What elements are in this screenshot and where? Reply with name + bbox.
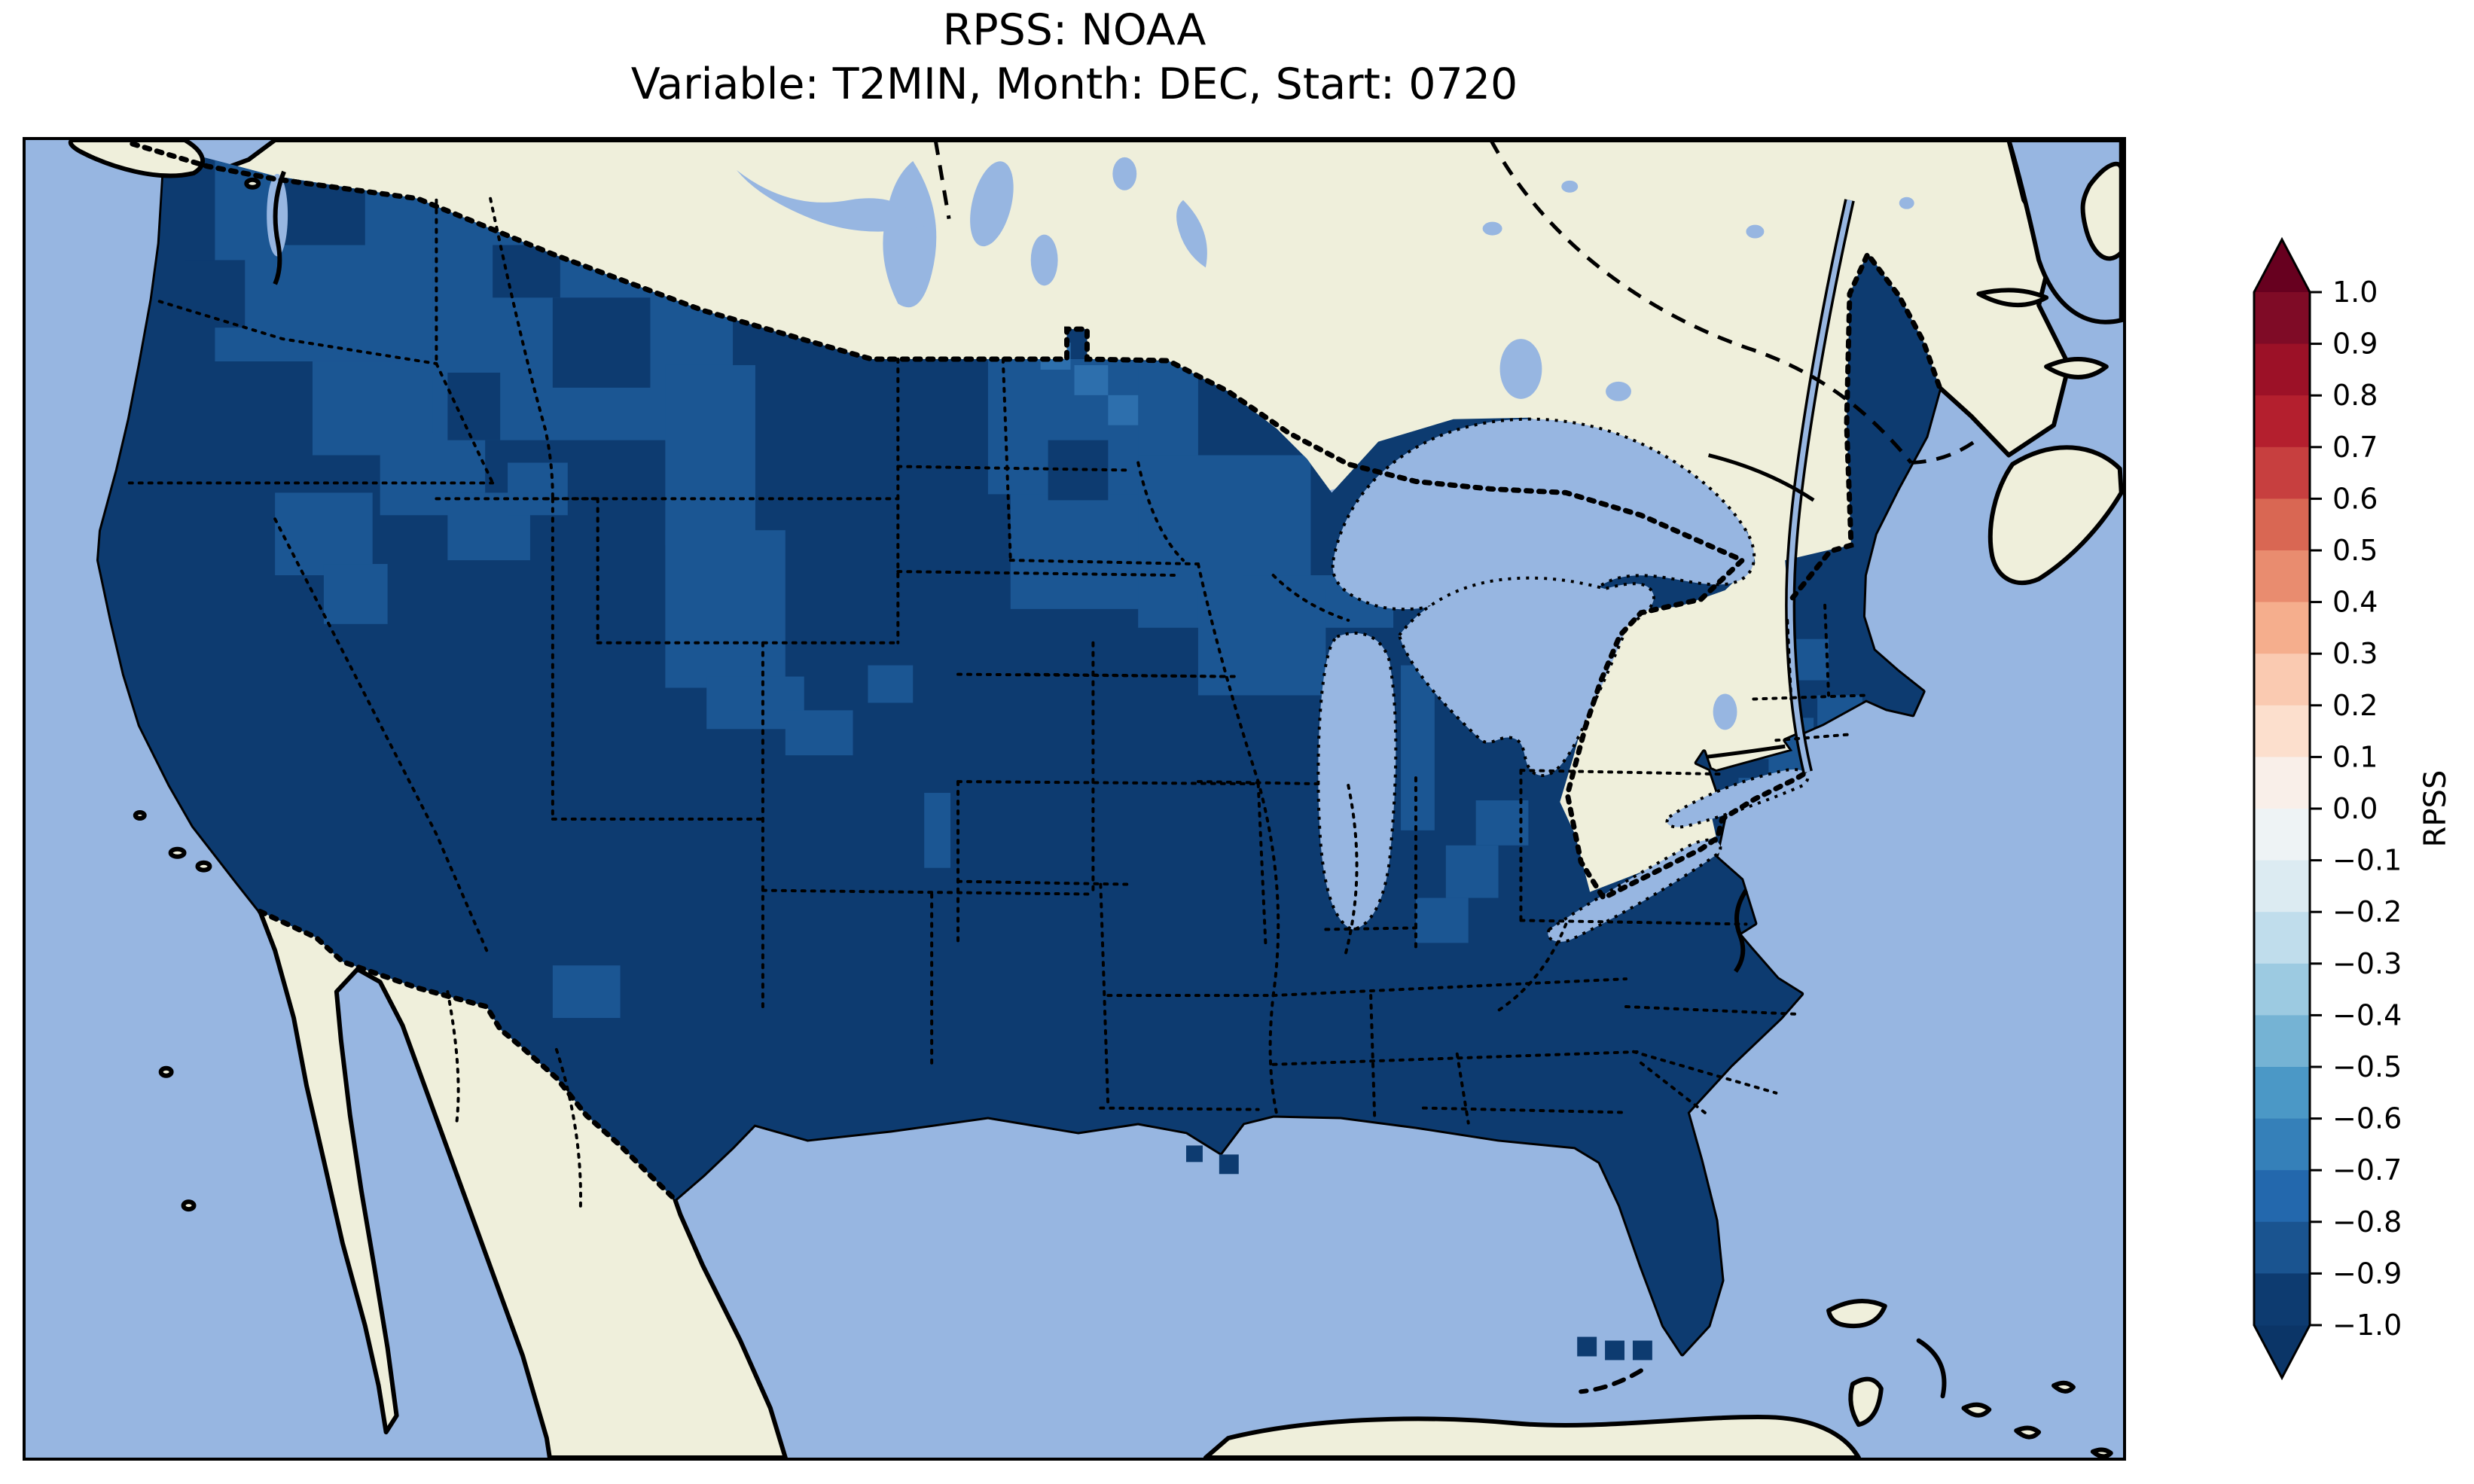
colorbar-segment — [2254, 912, 2310, 964]
colorbar: 1.0 0.9 0.8 0.7 0.6 0.5 0.4 0.3 0.2 0.1 0.0 −0.1 −0.… — [2225, 226, 2474, 1431]
colorbar-tick-label: −0.6 — [2332, 1102, 2402, 1135]
bahamas-small-1 — [1963, 1405, 1989, 1415]
colorbar-tick-label: 0.7 — [2332, 431, 2378, 464]
colorbar-tick-label: 0.6 — [2332, 482, 2378, 515]
colorbar-tick-label: 0.0 — [2332, 792, 2378, 825]
figure-canvas: { "figure": { "title": "RPSS: NOAA", "su… — [0, 0, 2474, 1484]
colorbar-segment — [2254, 654, 2310, 705]
colorbar-tick-label: 0.9 — [2332, 328, 2378, 361]
colorbar-segment — [2254, 1222, 2310, 1274]
colorbar-segment — [2254, 809, 2310, 861]
colorbar-tick-label: −0.9 — [2332, 1257, 2402, 1290]
colorbar-segment — [2254, 1067, 2310, 1119]
colorbar-tick-label: −0.5 — [2332, 1050, 2402, 1083]
baja-island-2 — [184, 1202, 194, 1209]
colorbar-segment — [2254, 550, 2310, 602]
colorbar-segment — [2254, 964, 2310, 1016]
colorbar-over-arrow — [2254, 239, 2310, 292]
colorbar-segment — [2254, 292, 2310, 344]
channel-island-2 — [197, 863, 209, 870]
colorbar-tick-label: −0.1 — [2332, 844, 2402, 877]
bahamas-small-3 — [2054, 1383, 2073, 1391]
baja-island-1 — [161, 1068, 172, 1076]
colorbar-tick-label: −0.3 — [2332, 947, 2402, 980]
bahamas-small-2 — [2016, 1428, 2039, 1437]
san-juan-island — [246, 180, 258, 187]
colorbar-segment — [2254, 447, 2310, 499]
figure-subtitle: Variable: T2MIN, Month: DEC, Start: 0720 — [23, 57, 2126, 111]
channel-island-3 — [136, 812, 145, 818]
colorbar-tick-label: −0.8 — [2332, 1205, 2402, 1239]
colorbar-tick-label: 0.1 — [2332, 740, 2378, 773]
colorbar-segment — [2254, 861, 2310, 913]
map-plot-area — [23, 137, 2126, 1461]
colorbar-axis-label: RPSS — [2418, 770, 2453, 848]
colorbar-segment — [2254, 705, 2310, 757]
colorbar-segment — [2254, 1273, 2310, 1325]
cuba — [1206, 1417, 1859, 1458]
colorbar-segment — [2254, 1015, 2310, 1067]
map-svg — [26, 140, 2123, 1458]
colorbar-tick-label: −0.4 — [2332, 998, 2402, 1031]
colorbar-segment — [2254, 1170, 2310, 1222]
colorbar-segment — [2254, 1119, 2310, 1171]
colorbar-tick-label: 0.2 — [2332, 689, 2378, 722]
colorbar-tick-label: 0.4 — [2332, 586, 2378, 619]
colorbar-under-arrow — [2254, 1325, 2310, 1378]
colorbar-tick-label: 0.3 — [2332, 637, 2378, 670]
colorbar-segment — [2254, 344, 2310, 396]
channel-island-1 — [171, 849, 185, 857]
colorbar-segment — [2254, 498, 2310, 550]
figure-title-block: RPSS: NOAA Variable: T2MIN, Month: DEC, … — [23, 3, 2126, 111]
colorbar-tick-label: −0.2 — [2332, 895, 2402, 928]
colorbar-tick-label: −0.7 — [2332, 1153, 2402, 1187]
colorbar-segment — [2254, 602, 2310, 654]
colorbar-tick-label: 0.5 — [2332, 534, 2378, 567]
colorbar-segment — [2254, 395, 2310, 447]
colorbar-segment — [2254, 757, 2310, 809]
colorbar-tick-label: 0.8 — [2332, 379, 2378, 412]
figure-title: RPSS: NOAA — [23, 3, 2126, 57]
colorbar-tick-label: 1.0 — [2332, 276, 2378, 309]
colorbar-tick-label: −1.0 — [2332, 1309, 2402, 1342]
turks-islands — [2093, 1449, 2111, 1456]
